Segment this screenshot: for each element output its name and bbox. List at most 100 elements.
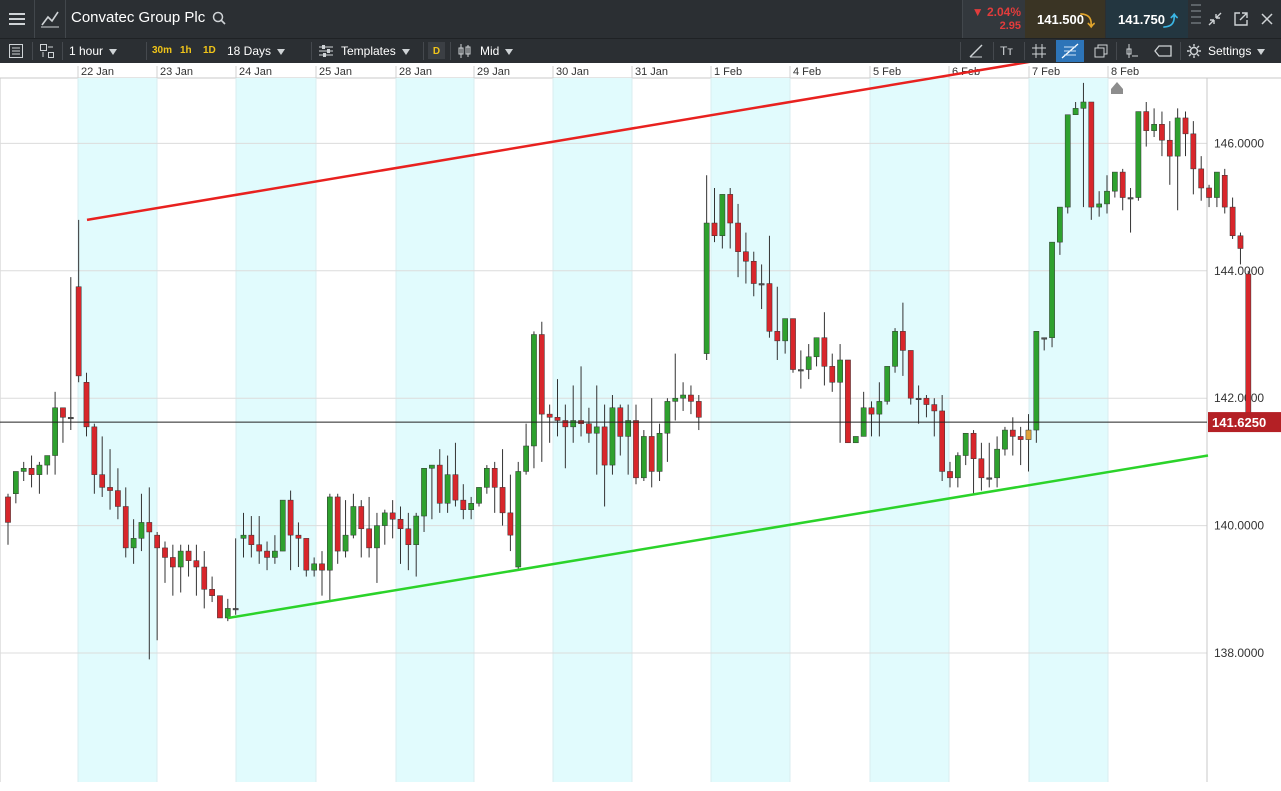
candle-body [334, 496, 341, 552]
candle-body [892, 331, 898, 367]
candle-body [75, 286, 82, 377]
templates-select[interactable]: Templates [341, 39, 410, 63]
search-icon[interactable] [212, 11, 226, 25]
candle-body [452, 474, 459, 501]
candle-body [546, 413, 553, 418]
candle-body [1009, 429, 1016, 437]
candle-body [1049, 241, 1055, 338]
candle-body [554, 417, 561, 421]
candle-body [217, 595, 223, 619]
candle-body [821, 337, 828, 367]
candlestick-icon[interactable] [457, 43, 473, 59]
candle-body [1151, 124, 1157, 131]
candle-body [766, 283, 773, 332]
candle-body [13, 471, 19, 494]
chart-line-icon[interactable] [35, 0, 66, 38]
sell-button[interactable]: 141.500 ⤵ [1025, 0, 1105, 38]
interval-select[interactable]: 1 hour [69, 39, 118, 63]
tag-icon[interactable] [1153, 43, 1173, 59]
candle-body [1127, 197, 1134, 200]
price-type-select[interactable]: Mid [480, 39, 514, 63]
gear-icon[interactable] [1186, 43, 1202, 59]
instrument-title: Convatec Group Plc [71, 9, 206, 26]
candle-body [750, 260, 757, 284]
candle-body [507, 512, 514, 536]
candle-body [633, 420, 639, 479]
candle-body [436, 464, 443, 504]
x-tick-label: 29 Jan [477, 66, 510, 78]
settings-select[interactable]: Settings [1208, 39, 1266, 63]
candle-body [381, 512, 388, 526]
candle-body [170, 557, 176, 568]
popout-icon[interactable] [1232, 10, 1250, 28]
candle-body [813, 337, 820, 358]
chart-toolbar: 1 hour 30m 1h 1D 18 Days Templates D Mid… [0, 38, 1281, 63]
candle-body [209, 589, 215, 596]
candle-body [107, 487, 113, 491]
candle-body [177, 550, 184, 568]
candle-body [978, 458, 985, 479]
indicator-icon[interactable] [1123, 43, 1139, 59]
candle-body [484, 468, 490, 488]
y-tick-label: 140.0000 [1214, 519, 1264, 533]
candle-body [499, 487, 506, 514]
candle-body [593, 426, 600, 434]
candle-body [1080, 101, 1087, 109]
y-tick-label: 146.0000 [1214, 136, 1264, 150]
candle-body [1002, 429, 1008, 450]
collapse-icon[interactable] [1206, 10, 1224, 28]
current-price-label: 141.6250 [1212, 415, 1266, 430]
copy-icon[interactable] [1093, 43, 1109, 59]
quick-1d-button[interactable]: 1D [203, 45, 216, 56]
day-band [78, 78, 157, 782]
menu-icon[interactable] [0, 0, 35, 38]
candle-body [523, 445, 529, 472]
day-band [870, 78, 949, 782]
candle-body [538, 334, 545, 415]
close-icon[interactable] [1258, 10, 1276, 28]
candle-body [1064, 114, 1071, 208]
candle-body [413, 515, 420, 545]
buy-button[interactable]: 141.750 ⤴ [1106, 0, 1188, 38]
active-drawing-tool[interactable] [1056, 40, 1084, 62]
candle-body [782, 318, 788, 342]
range-select[interactable]: 18 Days [227, 39, 286, 63]
candle-body [672, 397, 679, 402]
alert-marker-icon [1111, 82, 1123, 89]
crosshair-grid-icon[interactable] [1031, 43, 1047, 59]
x-tick-label: 24 Jan [239, 66, 272, 78]
d-button[interactable]: D [428, 42, 445, 59]
candle-body [1057, 206, 1063, 243]
chart-area[interactable]: 138.0000 140.0000 142.0000 144.0000 146.0000… [0, 9, 1281, 786]
buy-price: 141.750 [1118, 12, 1165, 27]
candle-body [1025, 429, 1032, 440]
x-tick-label: 23 Jan [160, 66, 193, 78]
drag-handle[interactable] [1191, 4, 1201, 34]
candle-body [900, 331, 906, 351]
text-tool[interactable]: Tт [1000, 44, 1013, 58]
layout-icon[interactable] [39, 43, 55, 59]
buy-arrow-icon: ⤴ [1162, 13, 1178, 30]
price-chart[interactable]: 138.0000 140.0000 142.0000 144.0000 146.0000… [0, 9, 1281, 786]
candle-body [586, 423, 592, 434]
draw-line-icon[interactable] [968, 43, 984, 59]
candle-body [1159, 124, 1165, 141]
candle-body [99, 474, 106, 488]
candle-body [1088, 101, 1095, 208]
quick-1h-button[interactable]: 1h [180, 45, 192, 56]
quick-30m-button[interactable]: 30m [152, 45, 173, 56]
candle-body [923, 397, 930, 405]
candle-body [774, 331, 781, 342]
list-icon[interactable] [8, 43, 24, 59]
candle-body [931, 404, 938, 412]
candle-body [798, 369, 804, 372]
candle-body [570, 420, 577, 428]
candle-body [868, 407, 875, 415]
candle-body [350, 506, 357, 536]
candle-body [727, 194, 734, 224]
candle-body [405, 528, 412, 545]
resistance-trendline [86, 30, 1209, 222]
candle-body [743, 251, 749, 262]
x-tick-label: 31 Jan [635, 66, 668, 78]
templates-icon[interactable] [318, 44, 334, 58]
